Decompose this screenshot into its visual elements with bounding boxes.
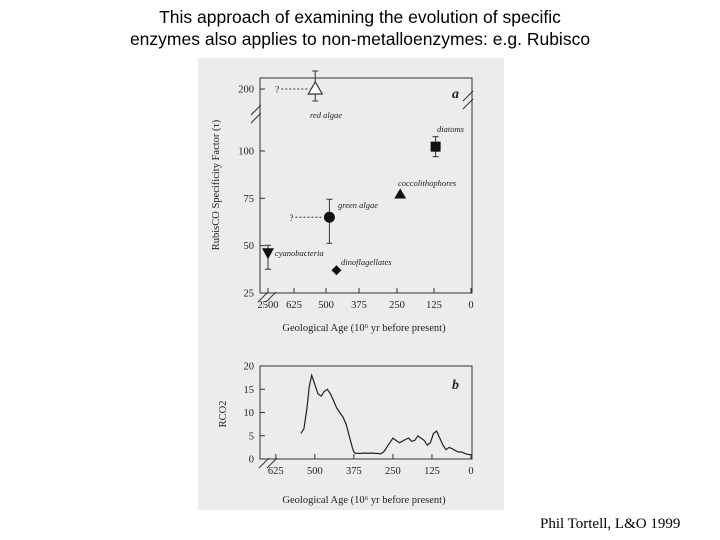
x-tick-label-a-375: 375 [351,300,367,311]
axis-break-mark-a [250,112,262,124]
question-mark-red-algae: ? [275,85,279,95]
point-green-algae [323,211,335,223]
point-label-coccolithophores: coccolithophores [398,178,457,188]
point-label-dinoflagellates: dinoflagellates [341,257,392,267]
point-diatoms [430,141,441,152]
axis-break-mark-a [257,291,269,303]
x-tick-label-a-500: 500 [318,300,334,311]
point-red-algae [307,80,324,95]
x-tick-label-b-250: 250 [385,466,401,477]
y-axis-title-b: RCO2 [218,401,229,428]
y-tick-label-a-50: 50 [244,241,255,252]
x-axis-title-b: Geological Age (10⁶ yr before present) [282,495,446,506]
question-mark-green-algae: ? [289,213,293,223]
credit-citation: Phil Tortell, L&O 1999 [540,516,681,532]
axis-break-mark-a [462,90,474,102]
x-tick-label-a-125: 125 [426,300,442,311]
y-tick-label-a-75: 75 [244,194,255,205]
point-cyanobacteria [262,248,274,260]
slide-title-line-1: This approach of examining the evolution… [159,7,561,27]
slide-title-line-2: enzymes also applies to non-metalloenzym… [129,29,591,49]
x-tick-label-b-375: 375 [346,466,362,477]
y-tick-label-b-10: 10 [244,408,255,419]
panel-label-b: b [452,378,459,393]
point-label-diatoms: diatoms [437,124,465,134]
point-label-red-algae: red algae [310,110,342,120]
x-tick-label-b-625: 625 [268,466,284,477]
x-tick-label-a-625: 625 [286,300,302,311]
axis-break-mark-a [462,98,474,110]
axis-break-mark-b [258,457,270,469]
point-label-cyanobacteria: cyanobacteria [275,248,324,258]
figure-scan: 2500 625 500 375 250 125 0 25 50 75 100 200 a RubisCO… [198,58,504,510]
panel-label-a: a [452,87,459,102]
panel-b-frame [259,365,473,460]
axis-break-mark-b [266,457,278,469]
y-tick-label-b-15: 15 [244,385,255,396]
x-axis-title-a: Geological Age (10⁶ yr before present) [282,323,446,334]
y-tick-label-b-0: 0 [249,455,254,466]
x-tick-label-a-250: 250 [389,300,405,311]
y-tick-label-b-20: 20 [244,362,255,373]
y-tick-label-a-25: 25 [244,289,255,300]
panel-a-frame [259,77,473,294]
point-label-green-algae: green algae [338,200,378,210]
y-tick-label-a-100: 100 [238,147,254,158]
x-tick-label-b-500: 500 [307,466,323,477]
point-dinoflagellates [331,265,342,276]
point-coccolithophores [394,188,407,199]
x-tick-label-b-0: 0 [468,466,473,477]
y-tick-label-a-200: 200 [238,85,254,96]
axis-break-mark-a [265,291,277,303]
x-tick-label-a-2500: 2500 [258,300,279,311]
y-tick-label-b-5: 5 [249,431,254,442]
y-axis-title-a: RubisCO Specificity Factor (τ) [211,119,222,250]
rco2-series-line [300,373,472,456]
panel-b: 625 500 375 250 125 0 0 5 10 15 20 b RCO2 Geological … [218,362,474,507]
slide-title: This approach of examining the evolution… [0,6,720,50]
x-tick-label-b-125: 125 [424,466,440,477]
axis-break-mark-a [250,104,262,116]
panel-a: 2500 625 500 375 250 125 0 25 50 75 100 200 a RubisCO… [211,70,474,334]
x-tick-label-a-0: 0 [468,300,473,311]
